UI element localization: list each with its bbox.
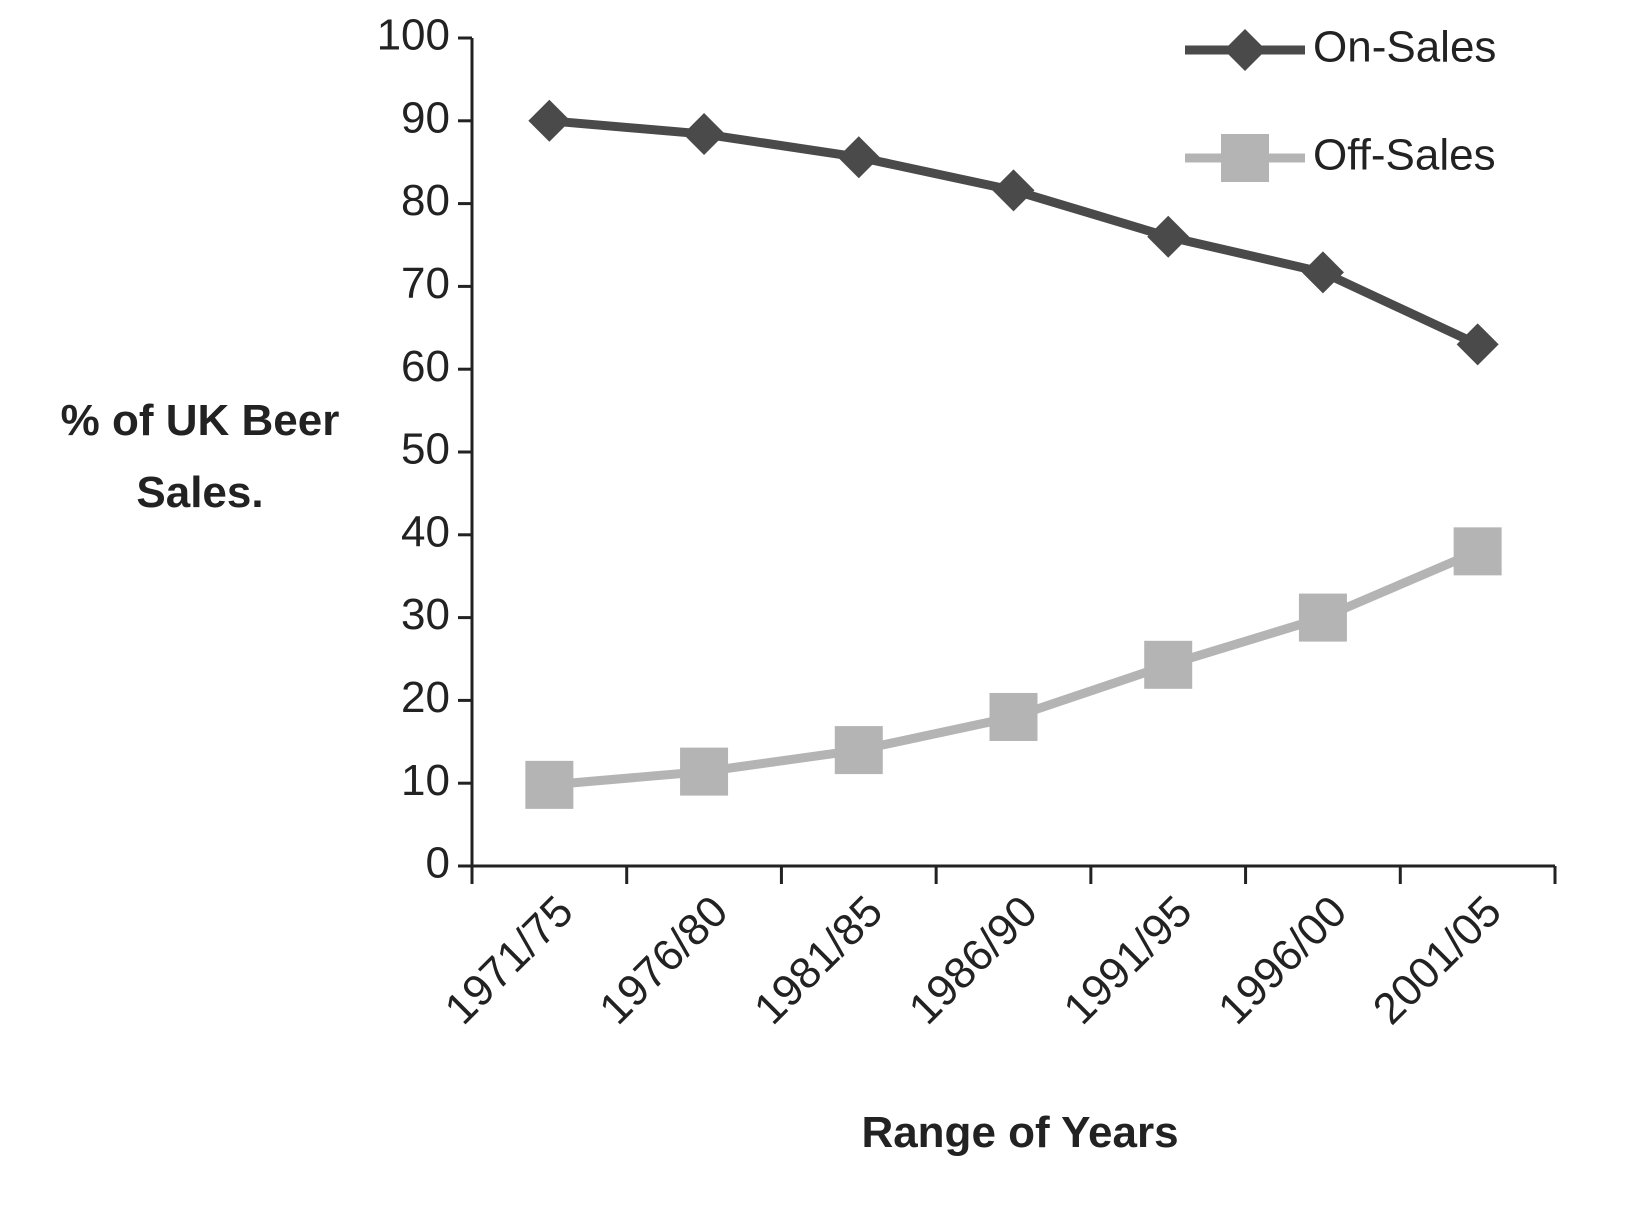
marker	[1147, 215, 1190, 258]
legend-label: On-Sales	[1313, 23, 1496, 72]
y-axis-label: % of UK Beer Sales.	[60, 396, 340, 517]
x-tick-label: 1986/90	[900, 887, 1047, 1034]
marker	[683, 113, 726, 156]
y-tick-label: 90	[401, 93, 450, 142]
marker	[1298, 593, 1347, 642]
y-tick-label: 30	[401, 590, 450, 639]
marker	[989, 692, 1038, 741]
marker	[528, 99, 571, 142]
y-tick-label: 0	[426, 839, 450, 888]
marker	[1221, 134, 1269, 182]
marker	[1224, 29, 1266, 71]
x-axis-label: Range of Years	[861, 1108, 1179, 1157]
x-tick-label: 1991/95	[1054, 887, 1201, 1034]
marker	[680, 747, 729, 796]
y-tick-label: 100	[377, 11, 450, 60]
marker	[1144, 640, 1193, 689]
x-tick-label: 1996/00	[1209, 887, 1356, 1034]
marker	[837, 136, 880, 179]
y-tick-label: 60	[401, 342, 450, 391]
y-tick-label: 10	[401, 756, 450, 805]
y-tick-label: 50	[401, 425, 450, 474]
x-tick-label: 1971/75	[436, 887, 583, 1034]
legend-label: Off-Sales	[1313, 131, 1496, 180]
marker	[525, 760, 574, 809]
x-tick-label: 1981/85	[745, 887, 892, 1034]
y-tick-label: 80	[401, 176, 450, 225]
x-tick-label: 2001/05	[1364, 887, 1511, 1034]
y-tick-label: 20	[401, 673, 450, 722]
y-tick-label: 40	[401, 507, 450, 556]
marker	[834, 726, 883, 775]
marker	[992, 169, 1035, 212]
marker	[1456, 323, 1499, 366]
y-tick-label: 70	[401, 259, 450, 308]
x-tick-label: 1976/80	[590, 887, 737, 1034]
marker	[1453, 527, 1502, 576]
marker	[1301, 251, 1344, 294]
